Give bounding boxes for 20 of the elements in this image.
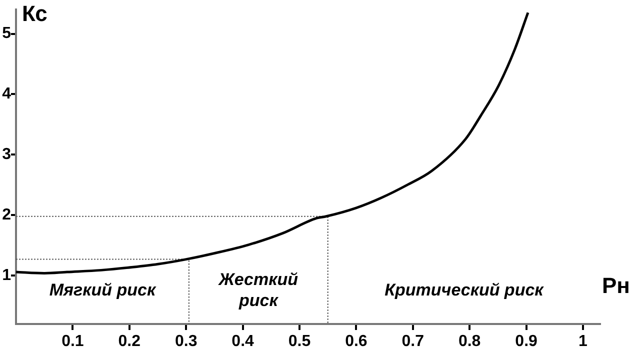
y-tick-label: 5 (2, 25, 12, 42)
x-tick-label: 0.2 (118, 333, 141, 347)
x-tick-label: 0.5 (288, 333, 311, 347)
x-tick-label: 0.6 (345, 333, 368, 347)
annotation: Мягкий риск (49, 280, 157, 300)
y-tick-label: 4 (2, 86, 12, 103)
x-axis-title: Рн (602, 273, 630, 298)
y-tick-label: 3 (2, 146, 12, 164)
y-axis-title: Кс (22, 1, 48, 26)
x-tick-label: 0.8 (458, 333, 481, 347)
annotation: Жесткий риск (218, 270, 299, 310)
y-tick-label: 1 (2, 267, 12, 284)
x-tick-label: 1 (578, 333, 588, 347)
x-tick-label: 0.4 (232, 333, 254, 347)
x-tick-label: 0.3 (174, 333, 198, 347)
x-tick-label: 0.1 (62, 333, 84, 347)
annotation: Критический риск (384, 280, 545, 300)
y-tick-label: 2 (2, 206, 12, 224)
x-tick-label: 0.9 (515, 333, 538, 347)
x-tick-label: 0.7 (402, 333, 424, 347)
